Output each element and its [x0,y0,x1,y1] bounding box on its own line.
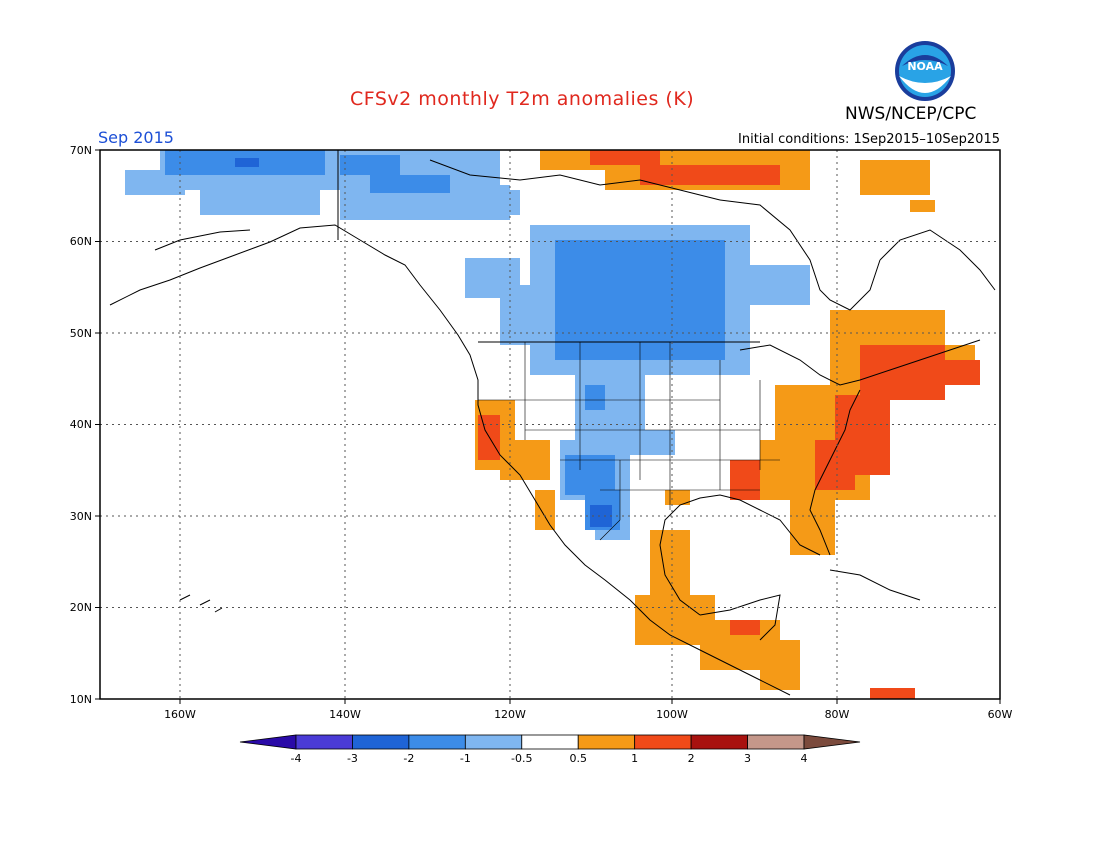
lat-label: 60N [70,235,92,248]
colorbar-label: 0.5 [569,752,587,765]
lon-label: 140W [329,708,361,721]
colorbar: -4 -3 -2 -1 -0.5 0.5 1 2 3 4 [239,734,861,765]
warm-anomaly-caribbean [870,688,915,699]
lon-label: 100W [656,708,688,721]
initial-conditions: Initial conditions: 1Sep2015–10Sep2015 [738,132,1000,147]
lat-labels: 70N 60N 50N 40N 30N 20N 10N [70,144,92,706]
colorbar-label: 1 [631,752,638,765]
warm-anomaly-east-mid [730,345,980,500]
colorbar-box [295,734,353,750]
anomaly-shading [125,150,980,699]
lon-label: 80W [825,708,850,721]
lat-label: 50N [70,327,92,340]
colorbar-label: -2 [403,752,414,765]
blue-anomaly-north-strong [235,158,259,167]
lon-label: 160W [164,708,196,721]
month-label: Sep 2015 [98,128,174,147]
lat-label: 40N [70,418,92,431]
map-title: CFSv2 monthly T2m anomalies (K) [350,88,695,110]
graticule [100,150,1000,699]
colorbar-label: 3 [744,752,751,765]
colorbar-box [634,734,692,750]
borders [478,342,780,541]
warm-anomaly-south-mid [730,620,760,635]
colorbar-label: -4 [291,752,302,765]
colorbar-label: -0.5 [511,752,532,765]
lat-label: 30N [70,510,92,523]
colorbar-arrow-low [239,734,297,750]
colorbar-label: -3 [347,752,358,765]
lon-labels: 160W 140W 120W 100W 80W 60W [164,708,1012,721]
lat-label: 10N [70,693,92,706]
colorbar-label: 2 [688,752,695,765]
colorbar-box [577,734,636,750]
lon-label: 120W [494,708,526,721]
colorbar-label: -1 [460,752,471,765]
colorbar-box [408,734,466,750]
colorbar-box [352,734,410,750]
lon-label: 60W [988,708,1013,721]
agency-label: NWS/NCEP/CPC [845,104,977,124]
blue-anomaly-central-strong [590,505,612,527]
warm-anomaly-south [635,490,800,690]
lat-label: 20N [70,601,92,614]
colorbar-box [521,734,579,750]
colorbar-box [747,734,805,750]
warm-anomaly-arctic-mid [590,150,780,185]
colorbar-arrow-high [803,734,861,750]
axis-ticks [95,149,1001,704]
blue-anomaly-north-mid [165,150,450,193]
colorbar-box [464,734,523,750]
noaa-logo: NOAA [894,40,956,102]
logo-text: NOAA [907,60,943,73]
colorbar-box [690,734,748,750]
lat-label: 70N [70,144,92,157]
colorbar-label: 4 [801,752,808,765]
